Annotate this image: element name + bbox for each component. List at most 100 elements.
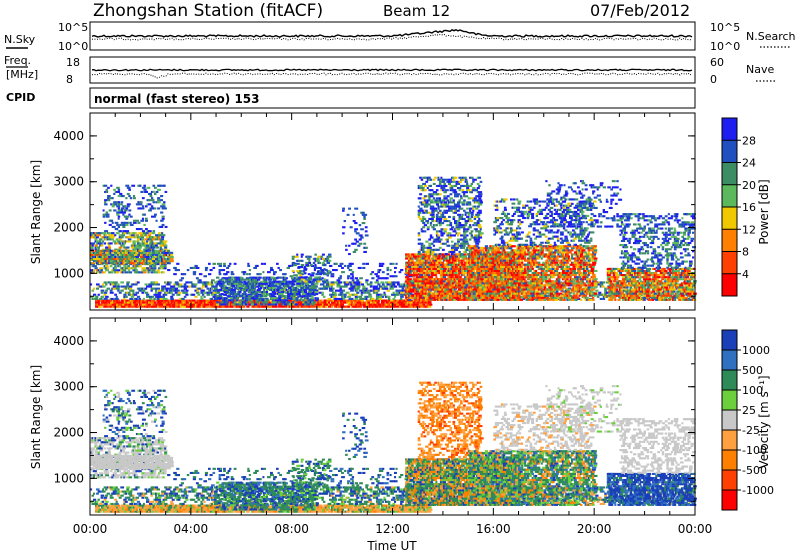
power-cell [405,301,408,304]
power-cell [91,297,95,300]
power-cell [99,251,103,254]
power-cell [356,289,359,292]
power-cell [116,190,121,193]
power-cell [380,299,383,302]
power-cell [110,299,113,302]
power-cell [125,184,130,187]
power-cell [337,299,340,302]
power-cell [175,299,178,302]
power-cell [272,291,275,294]
power-cell [103,265,107,268]
power-cell [415,272,418,275]
power-cell [275,305,278,308]
power-cell [119,303,123,306]
power-cell [130,262,134,265]
power-cell [206,281,210,284]
power-cell [156,263,160,266]
power-cell [365,299,369,302]
power-cell [228,301,231,304]
power-cell [91,242,96,245]
power-cell [155,293,159,296]
power-cell [258,282,262,285]
power-cell [342,297,346,300]
power-cell [142,232,147,235]
power-cell [447,253,450,256]
power-cell [120,299,124,302]
power-cell [318,270,322,273]
power-cell [108,305,112,308]
power-cell [149,248,152,251]
power-cell [400,297,403,300]
power-cell [592,293,595,296]
power-cell [103,242,106,245]
power-cell [163,201,166,204]
power-cell [223,281,226,284]
power-cell [155,242,158,245]
power-cell [118,262,122,265]
power-cell [182,299,186,302]
power-cell [269,280,272,283]
power-cell [126,246,130,249]
power-cell [93,258,97,261]
power-cell [150,281,154,284]
power-cell [294,305,297,308]
power-cell [105,211,109,214]
power-cell [291,276,294,279]
power-cell [325,285,330,288]
power-cell [179,283,183,286]
power-cell [596,295,600,298]
power-cell [135,246,139,249]
power-cell [365,279,369,282]
power-cell [287,297,291,300]
power-cell [200,295,203,298]
power-cell [114,221,119,224]
power-cell [132,293,136,296]
power-cell [206,293,211,296]
power-cell [125,197,128,200]
power-cell [91,271,94,274]
power-cell [93,236,96,239]
power-cell [138,207,142,210]
power-cell [388,301,392,304]
power-cell [355,305,358,308]
power-cell [149,192,152,195]
power-cell [350,303,354,306]
power-cell [471,285,476,288]
power-cell [272,303,276,306]
power-cell [287,284,290,287]
power-cell [162,234,166,237]
power-cell [143,184,146,187]
power-cell [139,232,144,235]
power-cell [127,236,131,239]
power-cell [344,285,348,288]
power-cell [369,289,373,292]
power-cell [567,291,571,294]
power-cell [424,301,428,304]
power-cell [450,261,454,264]
power-cell [341,303,344,306]
power-cell [154,301,157,304]
power-cell [211,279,215,282]
power-cell [127,251,131,254]
power-cell [226,280,231,283]
power-cell [136,281,140,284]
power-cell [397,281,400,284]
power-cell [299,288,302,291]
freq-tick-bottom: 8 [66,73,73,86]
power-cell [281,282,285,285]
power-cell [146,186,151,189]
power-cell [201,293,205,296]
power-cell [193,301,197,304]
power-cell [163,184,166,187]
power-cell [388,299,391,302]
power-cell [112,260,116,263]
power-cell [160,199,163,202]
power-cell [378,297,383,300]
power-cell [262,288,266,291]
power-cell [124,249,128,252]
power-cell [314,291,318,294]
power-cell [289,285,293,288]
power-cell [169,303,172,306]
power-cell [155,287,158,290]
power-cell [394,305,398,308]
